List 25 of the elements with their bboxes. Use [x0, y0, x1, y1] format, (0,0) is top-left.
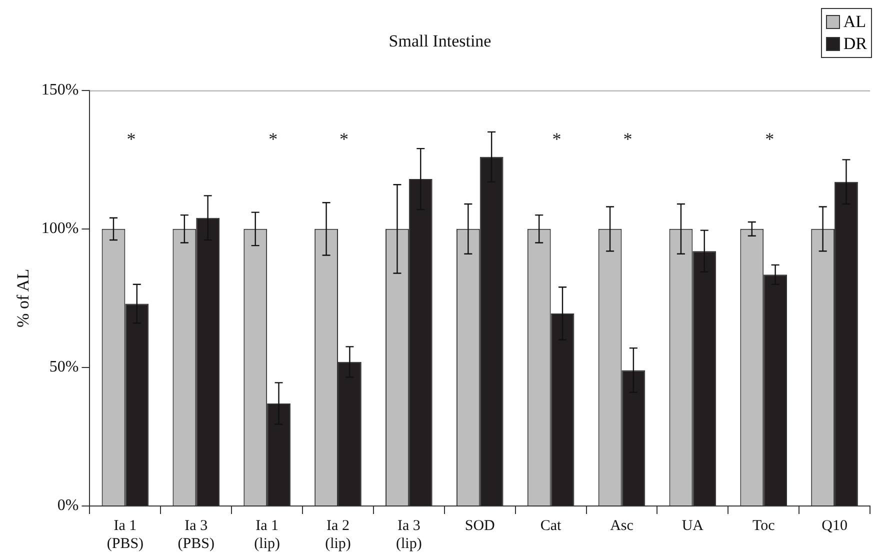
annotation: *	[268, 128, 278, 149]
legend-label: AL	[843, 11, 866, 33]
x-tick-label: UA	[682, 518, 704, 534]
annotation: *	[126, 128, 136, 149]
y-tick-label: 100%	[41, 220, 79, 238]
x-tick-label: SOD	[464, 518, 496, 534]
x-tick-label: Ia 1 (lip)	[254, 518, 280, 552]
x-tick-label: Ia 3 (lip)	[396, 518, 422, 552]
x-tick-label: Ia 2 (lip)	[325, 518, 351, 552]
y-tick-label: 0%	[57, 497, 79, 514]
y-tick-label: 50%	[49, 358, 79, 376]
annotation: *	[623, 128, 632, 149]
annotation: *	[765, 128, 774, 149]
x-tick-label: Ia 3 (PBS)	[178, 518, 214, 552]
y-tick-label: 150%	[41, 82, 79, 99]
annotation: *	[552, 128, 562, 149]
annotation: *	[339, 128, 348, 149]
x-tick-label: Asc	[610, 518, 634, 534]
legend-label: DR	[843, 33, 867, 55]
x-tick-label: Q10	[822, 518, 848, 534]
x-tick-label: Toc	[752, 518, 776, 534]
x-tick-label: Ia 1 (PBS)	[106, 518, 144, 552]
chart-title: Small Intestine	[388, 32, 492, 51]
x-tick-label: Cat	[540, 518, 562, 534]
y-axis-title: % of AL	[14, 268, 33, 328]
